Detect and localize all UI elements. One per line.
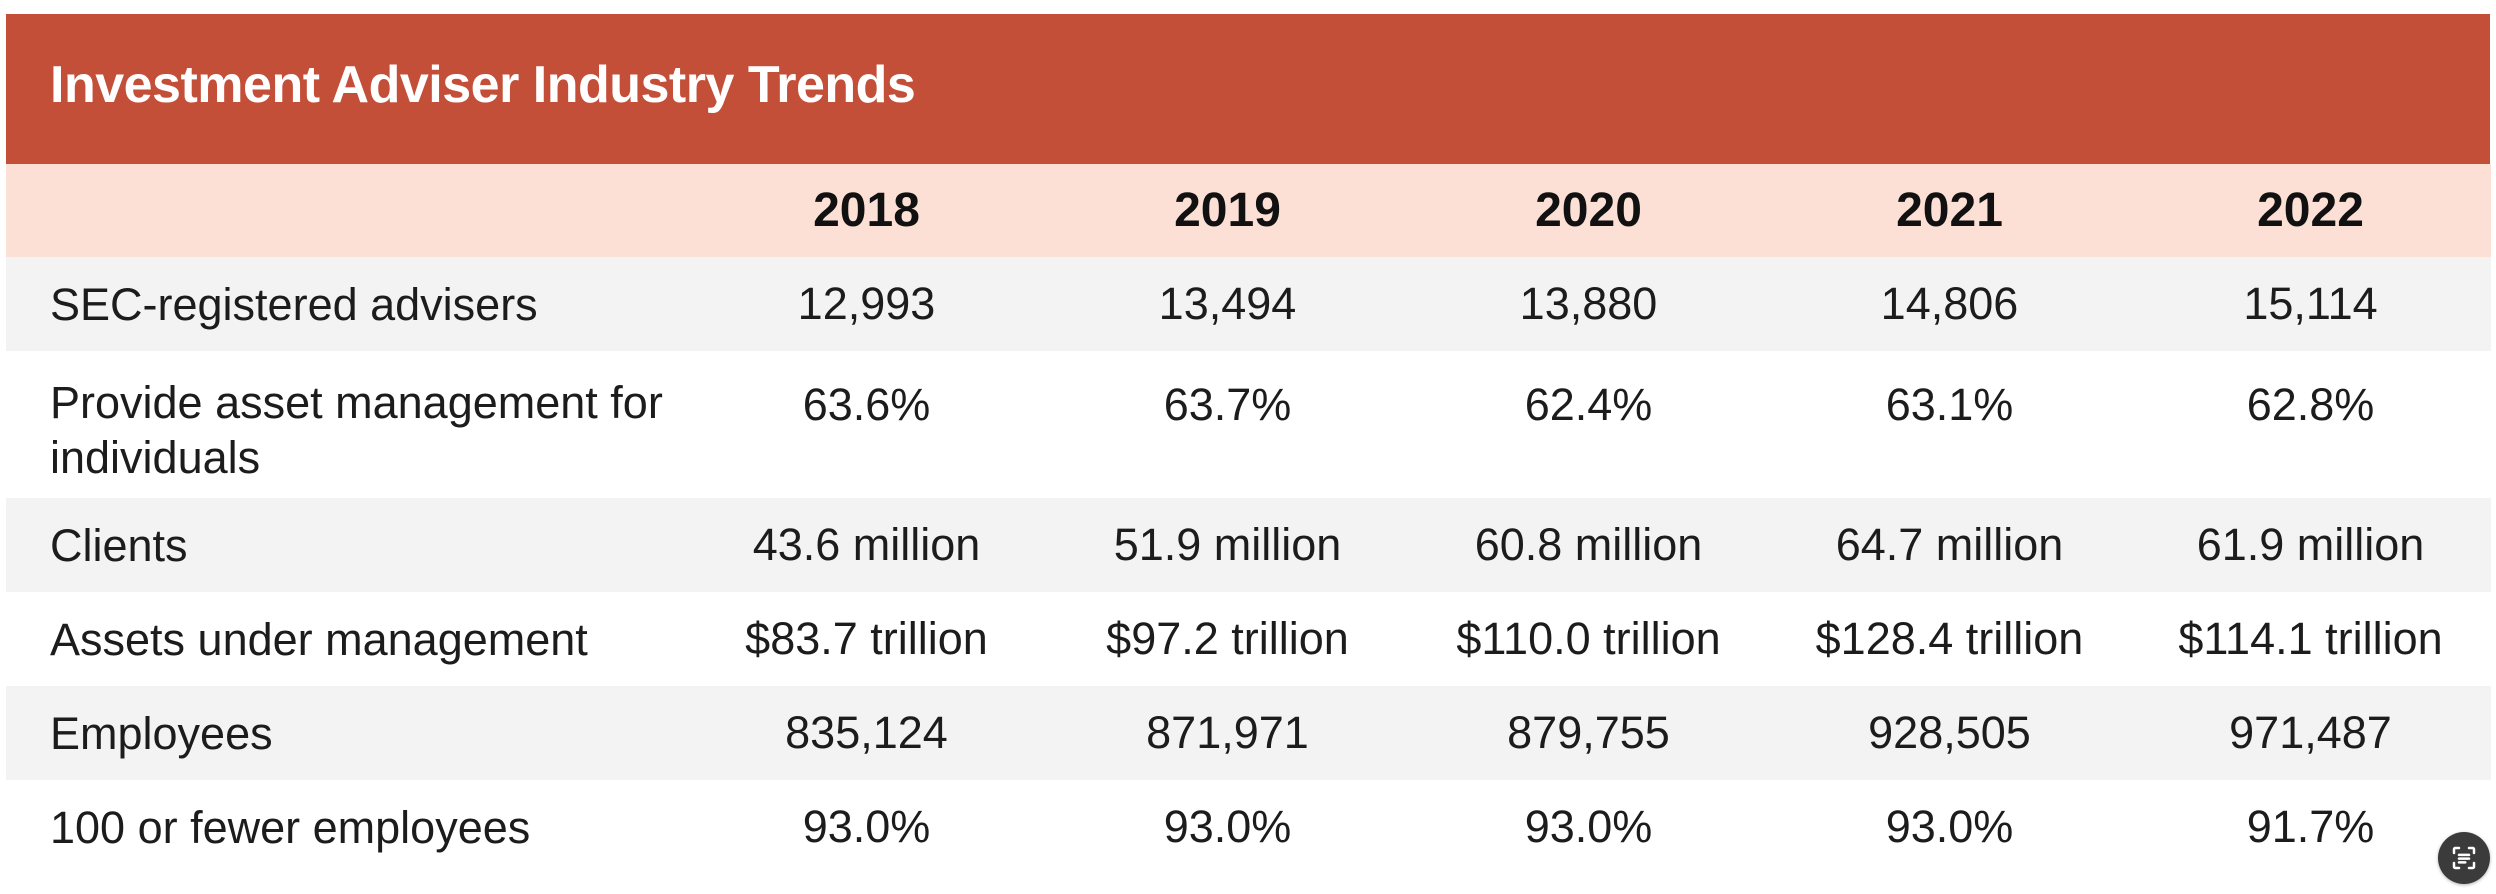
- header-cell-2018: 2018: [813, 184, 920, 237]
- table-cell: 93.0%: [1524, 801, 1653, 852]
- table-row: Clients 43.6 million 51.9 million 60.8 m…: [6, 498, 2491, 592]
- table-cell: 61.9 million: [2196, 519, 2425, 570]
- trends-table: 2018 2019 2020 2021 2022 SEC-registered …: [6, 164, 2491, 874]
- table-row: Assets under management $83.7 trillion $…: [6, 592, 2491, 686]
- header-cell-2019: 2019: [1174, 184, 1281, 237]
- row-label: Employees: [50, 707, 273, 759]
- table-cell: $97.2 trillion: [1106, 613, 1349, 664]
- row-label: Assets under management: [50, 613, 588, 665]
- table-cell: 14,806: [1880, 278, 2019, 329]
- table-cell: 63.7%: [1163, 379, 1292, 430]
- table-cell: $128.4 trillion: [1815, 613, 2084, 664]
- table-cell: 93.0%: [1163, 801, 1292, 852]
- table-cell: 91.7%: [2246, 801, 2375, 852]
- row-label: SEC-registered advisers: [50, 278, 538, 330]
- row-label: Clients: [50, 519, 188, 571]
- table-cell: $110.0 trillion: [1456, 613, 1721, 664]
- table-cell: 63.1%: [1885, 379, 2014, 430]
- table-cell: 62.8%: [2246, 379, 2375, 430]
- table-cell: 971,487: [2229, 707, 2392, 758]
- table-cell: 60.8 million: [1474, 519, 1703, 570]
- table-cell: 871,971: [1146, 707, 1309, 758]
- table-row: Employees 835,124 871,971 879,755 928,50…: [6, 686, 2491, 780]
- table-cell: 93.0%: [1885, 801, 2014, 852]
- title-bar: Investment Adviser Industry Trends: [6, 14, 2490, 164]
- table-cell: 835,124: [785, 707, 948, 758]
- table-cell: 51.9 million: [1113, 519, 1342, 570]
- table-cell: 64.7 million: [1835, 519, 2064, 570]
- header-cell-label: [6, 164, 686, 257]
- header-cell-2020: 2020: [1535, 184, 1642, 237]
- table-row: 100 or fewer employees 93.0% 93.0% 93.0%…: [6, 780, 2491, 874]
- header-cell-2022: 2022: [2257, 184, 2364, 237]
- table-cell: $83.7 trillion: [745, 613, 988, 664]
- scan-text-button[interactable]: [2438, 832, 2490, 884]
- table-cell: 15,114: [2243, 278, 2378, 329]
- table-cell: 93.0%: [802, 801, 931, 852]
- table-cell: 12,993: [797, 278, 936, 329]
- table-cell: 928,505: [1868, 707, 2031, 758]
- table-cell: 62.4%: [1524, 379, 1653, 430]
- scan-text-icon: [2452, 846, 2476, 870]
- row-label: Provide asset management for individuals: [50, 377, 663, 483]
- table-cell: 879,755: [1507, 707, 1670, 758]
- table-row: Provide asset management for individuals…: [6, 351, 2491, 498]
- header-cell-2021: 2021: [1896, 184, 2003, 237]
- table-cell: 63.6%: [802, 379, 931, 430]
- table-cell: 13,494: [1158, 278, 1297, 329]
- trends-table-card: Investment Adviser Industry Trends 2018 …: [6, 14, 2491, 874]
- table-title: Investment Adviser Industry Trends: [50, 56, 916, 114]
- row-label: 100 or fewer employees: [50, 801, 531, 853]
- table-cell: 13,880: [1519, 278, 1658, 329]
- table-cell: 43.6 million: [752, 519, 981, 570]
- table-row: SEC-registered advisers 12,993 13,494 13…: [6, 257, 2491, 351]
- table-cell: $114.1 trillion: [2178, 613, 2443, 664]
- header-row: 2018 2019 2020 2021 2022: [6, 164, 2491, 257]
